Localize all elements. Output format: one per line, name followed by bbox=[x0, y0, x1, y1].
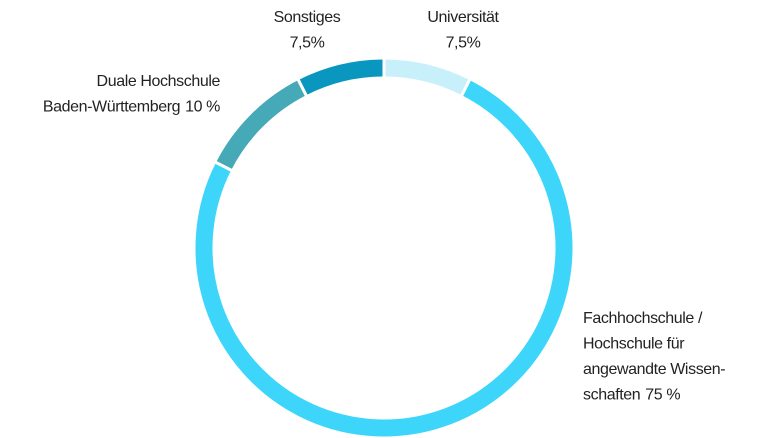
segment-label: Fachhochschule / Hochschule für angewandte… bbox=[583, 310, 725, 404]
value-label: 7,5% bbox=[446, 35, 481, 52]
segment-label: Sonstiges bbox=[274, 9, 341, 26]
label-line: Duale Hochschule bbox=[97, 73, 221, 90]
label-line: angewandte Wissen- bbox=[583, 361, 725, 378]
donut-segment bbox=[382, 56, 473, 99]
label-line: Universität bbox=[427, 9, 499, 26]
donut-segment bbox=[212, 76, 309, 173]
segment-label: Universität bbox=[427, 9, 499, 26]
label-line: Fachhochschule / bbox=[583, 310, 703, 327]
label-line: Baden-Württemberg bbox=[43, 99, 180, 116]
value-label: 75 % bbox=[645, 387, 680, 404]
label-line: schaften bbox=[583, 387, 640, 404]
value-label: 7,5% bbox=[290, 35, 325, 52]
label-line: Sonstiges bbox=[274, 9, 341, 26]
label-line: Hochschule für bbox=[583, 336, 685, 353]
value-label: 10 % bbox=[185, 99, 220, 116]
donut-segment bbox=[295, 56, 386, 99]
segment-label: Duale Hochschule Baden-Württemberg bbox=[43, 73, 221, 116]
